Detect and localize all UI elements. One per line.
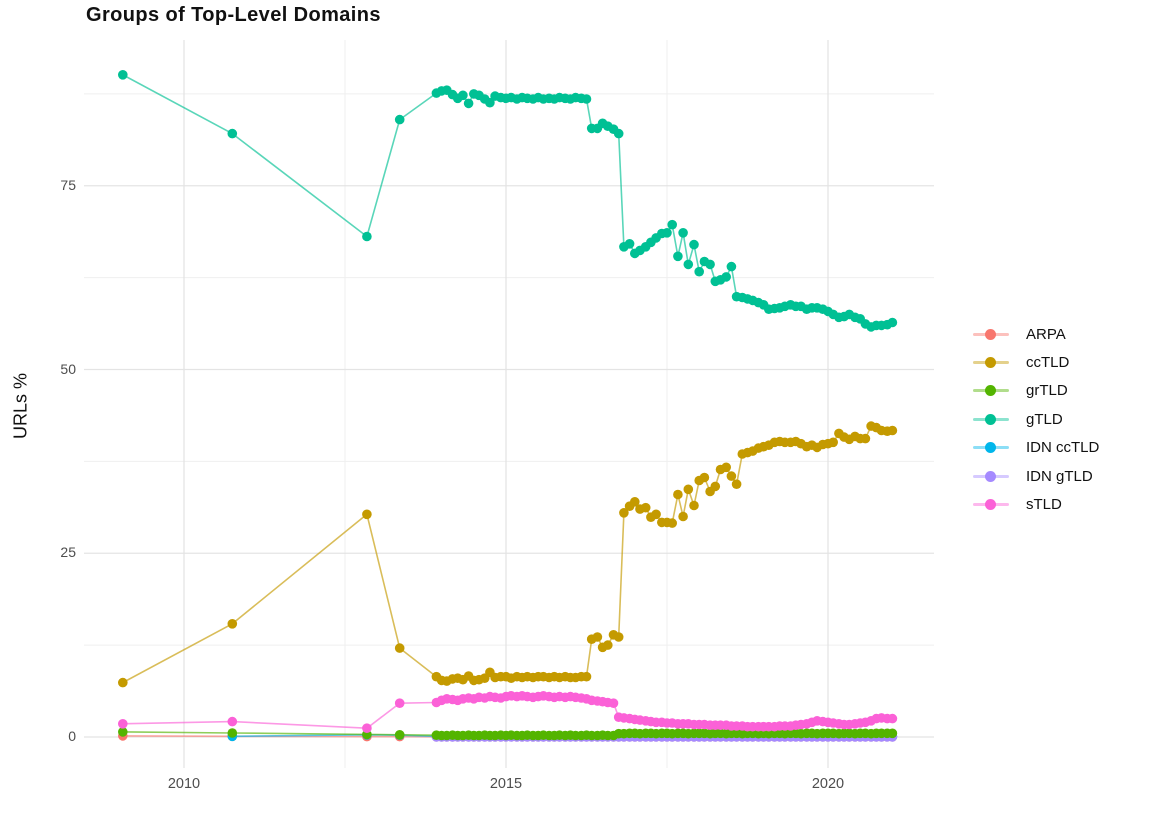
data-point <box>694 266 704 277</box>
data-point <box>592 632 603 642</box>
y-tick-50: 50 <box>60 361 76 377</box>
data-point <box>485 97 495 108</box>
data-point <box>726 261 737 272</box>
data-point <box>581 94 592 104</box>
data-point <box>619 508 629 518</box>
data-point <box>673 489 683 500</box>
data-point <box>394 114 405 125</box>
legend-key-icon <box>973 470 1009 482</box>
data-point <box>227 728 238 738</box>
data-point <box>710 481 721 492</box>
data-point <box>662 228 672 238</box>
data-point <box>689 500 699 511</box>
data-point <box>721 462 731 473</box>
data-point <box>667 219 677 230</box>
data-point <box>613 128 624 139</box>
data-point <box>689 239 699 250</box>
data-point <box>118 70 128 80</box>
data-point <box>651 509 661 520</box>
chart-title: Groups of Top-Level Domains <box>86 4 381 26</box>
data-point <box>118 677 128 688</box>
legend-item-gtld: gTLD <box>973 405 1099 433</box>
legend-item-stld: sTLD <box>973 490 1099 518</box>
series-stld <box>118 691 898 733</box>
legend-key-icon <box>973 442 1009 454</box>
series-gtld <box>118 70 898 332</box>
x-tick-2010: 2010 <box>167 776 201 792</box>
legend-item-idn-cctld: IDN ccTLD <box>973 434 1099 462</box>
series-grtld <box>118 727 898 741</box>
legend-label: grTLD <box>1026 382 1068 400</box>
legend-label: gTLD <box>1026 410 1063 428</box>
data-point <box>678 228 688 238</box>
series-cctld <box>118 421 898 688</box>
data-point <box>608 698 619 708</box>
data-point <box>860 433 871 444</box>
legend-item-idn-gtld: IDN gTLD <box>973 462 1099 490</box>
series-line <box>122 74 893 328</box>
data-point <box>394 698 405 708</box>
data-point <box>887 425 898 436</box>
legend-item-arpa: ARPA <box>973 320 1099 348</box>
data-point <box>667 518 677 528</box>
legend-label: sTLD <box>1026 496 1062 514</box>
y-tick-0: 0 <box>68 728 76 744</box>
data-point <box>683 484 694 495</box>
data-point <box>683 259 694 270</box>
series-line <box>122 425 893 684</box>
legend-key-icon <box>973 328 1009 340</box>
data-point <box>731 479 742 490</box>
x-tick-2015: 2015 <box>489 776 523 792</box>
legend-item-grtld: grTLD <box>973 377 1099 405</box>
data-point <box>362 509 372 520</box>
data-point <box>887 713 898 724</box>
data-point <box>118 719 128 729</box>
data-point <box>362 723 372 733</box>
y-tick-25: 25 <box>60 544 76 560</box>
data-point <box>227 619 238 629</box>
data-point <box>721 272 731 282</box>
data-point <box>630 497 640 507</box>
data-point <box>887 728 898 739</box>
legend: ARPA ccTLD grTLD gTLD IDN ccTLD IDN gTLD… <box>973 320 1099 519</box>
data-point <box>624 239 635 249</box>
data-point <box>394 730 405 740</box>
data-point <box>603 640 613 650</box>
data-point <box>678 511 688 522</box>
data-point <box>458 90 468 101</box>
data-point <box>705 259 715 270</box>
legend-key-icon <box>973 413 1009 425</box>
data-point <box>581 671 592 682</box>
data-point <box>227 716 238 727</box>
data-point <box>726 471 737 481</box>
legend-key-icon <box>973 385 1009 397</box>
legend-label: ARPA <box>1026 325 1066 343</box>
legend-label: IDN ccTLD <box>1026 439 1100 457</box>
data-point <box>394 643 405 653</box>
legend-label: ccTLD <box>1026 354 1070 372</box>
legend-label: IDN gTLD <box>1026 467 1093 485</box>
data-point <box>613 632 624 642</box>
legend-key-icon <box>973 357 1009 369</box>
data-point <box>828 437 838 448</box>
data-point <box>463 98 474 109</box>
data-point <box>887 317 898 328</box>
x-tick-2020: 2020 <box>811 776 845 792</box>
legend-item-cctld: ccTLD <box>973 348 1099 376</box>
data-point <box>118 727 128 737</box>
data-point <box>227 128 238 139</box>
data-point <box>673 251 683 262</box>
legend-key-icon <box>973 499 1009 511</box>
data-point <box>362 231 372 242</box>
data-point <box>640 502 651 513</box>
y-tick-75: 75 <box>60 177 76 193</box>
data-point <box>699 472 710 483</box>
